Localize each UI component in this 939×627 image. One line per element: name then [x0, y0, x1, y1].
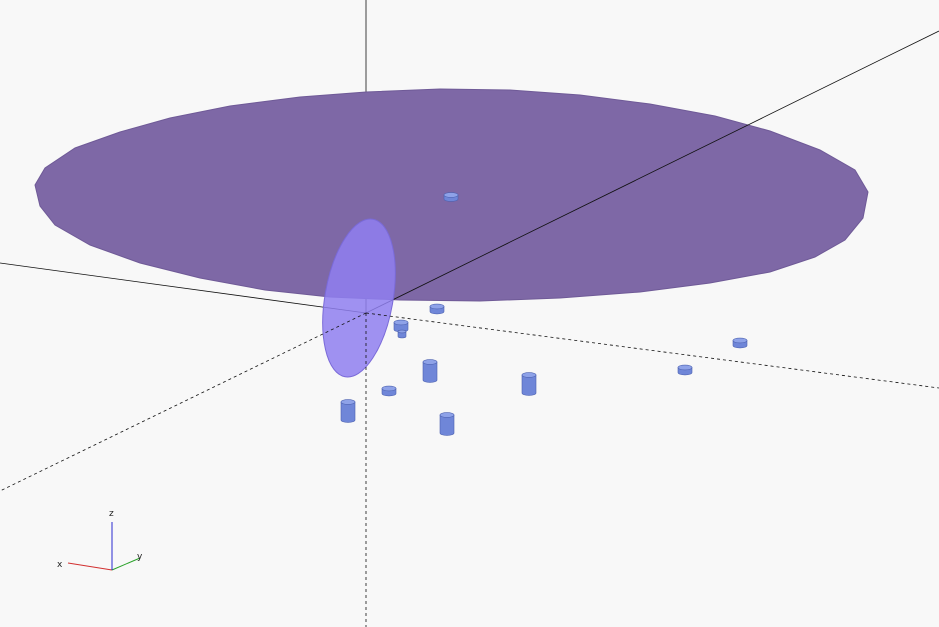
- x-axis-positive: [0, 262, 367, 314]
- cylinder-group: [340, 192, 748, 436]
- small-cylinder: [397, 329, 407, 339]
- axis-indicator-y-label: y: [137, 552, 143, 562]
- axis-indicator-y-line: [111, 557, 141, 571]
- small-cylinder: [443, 192, 459, 202]
- axis-indicator: x y z: [57, 509, 143, 571]
- small-cylinder: [521, 372, 537, 396]
- small-cylinder: [439, 412, 455, 436]
- x-axis-negative: [365, 312, 939, 389]
- small-cylinder: [429, 303, 445, 315]
- vertical-ellipse: [322, 218, 396, 378]
- small-cylinder: [340, 399, 356, 423]
- small-cylinder: [677, 364, 693, 376]
- axis-indicator-z-label: z: [109, 509, 114, 519]
- y-axis-negative: [0, 312, 367, 492]
- small-cylinder: [393, 319, 409, 333]
- axis-indicator-x-label: x: [57, 560, 63, 570]
- axis-indicator-x-line: [67, 562, 113, 571]
- small-cylinder: [422, 359, 438, 383]
- small-cylinder: [732, 337, 748, 349]
- small-cylinder: [381, 385, 397, 397]
- y-axis-positive: [365, 30, 939, 314]
